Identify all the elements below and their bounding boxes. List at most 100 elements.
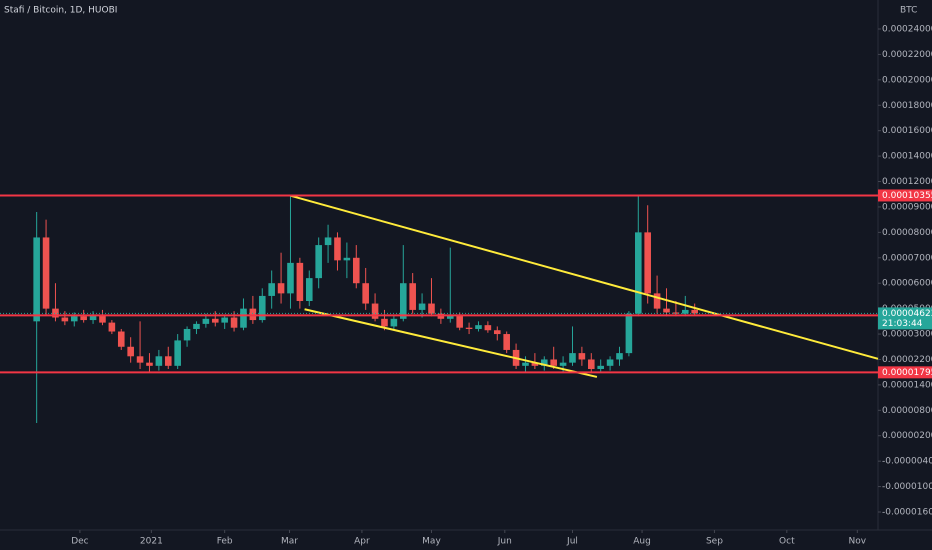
- candle-body: [89, 314, 97, 321]
- candle-body: [625, 313, 633, 354]
- x-tick-label: Feb: [217, 537, 233, 547]
- candle-body: [371, 303, 379, 319]
- candle-body: [164, 356, 172, 366]
- candle-body: [277, 283, 285, 294]
- candle-body: [475, 325, 482, 329]
- candle-body: [221, 317, 228, 323]
- y-tick-label: 0.00008000: [882, 228, 932, 238]
- candle-body: [211, 318, 219, 323]
- candle-body: [136, 356, 144, 363]
- candle-body: [362, 283, 369, 304]
- candle-body: [240, 308, 247, 328]
- y-tick-label: 0.00022000: [882, 50, 932, 60]
- candle-body: [70, 316, 78, 322]
- x-tick-label: Apr: [354, 537, 370, 547]
- candle-body: [99, 314, 106, 323]
- candle-body: [155, 356, 163, 366]
- candle-body: [334, 237, 341, 261]
- currency: BTC: [900, 6, 917, 16]
- candle-body: [606, 359, 614, 366]
- y-tick-label: 0.00000800: [882, 406, 932, 416]
- x-tick-label: 2021: [140, 537, 163, 547]
- candle-body: [409, 283, 416, 310]
- candle-body: [465, 327, 473, 329]
- x-tick-label: Jun: [497, 537, 512, 547]
- y-tick-label: 0.00018000: [882, 101, 932, 111]
- price-label: 0.00001795: [882, 368, 932, 378]
- candle-body: [399, 283, 407, 319]
- price-label-box: [878, 189, 932, 202]
- x-tick-label: Dec: [71, 537, 88, 547]
- candle-body: [287, 262, 294, 294]
- x-tick-label: Mar: [281, 537, 298, 547]
- candle-body: [183, 328, 191, 341]
- candle-body: [146, 362, 153, 366]
- candle-body: [42, 237, 50, 309]
- x-tick-label: Nov: [849, 537, 867, 547]
- candle-body: [578, 353, 586, 360]
- candle-body: [597, 365, 604, 370]
- y-tick-label: 0.00014000: [882, 152, 932, 162]
- y-tick-label: 0.00007000: [882, 253, 932, 263]
- y-tick-label: 0.00002200: [882, 355, 932, 365]
- y-tick-label: 0.00016000: [882, 126, 932, 136]
- candle-body: [230, 317, 238, 328]
- y-tick-label: 0.00012000: [882, 177, 932, 187]
- chart-title: Stafi / Bitcoin, 1D, HUOBI: [4, 6, 117, 16]
- price-label: 0.00004623: [882, 309, 932, 319]
- candle-body: [569, 353, 576, 363]
- candle-body: [127, 346, 134, 357]
- trendline: [304, 308, 598, 378]
- candle-body: [503, 334, 510, 350]
- price-label-box: [878, 366, 932, 379]
- candle-body: [634, 232, 642, 314]
- candle-body: [343, 257, 351, 261]
- candle-body: [456, 314, 463, 328]
- x-tick-label: Aug: [633, 537, 651, 547]
- x-tick-label: May: [422, 537, 441, 547]
- candle-body: [52, 308, 59, 318]
- candle-body: [682, 309, 689, 314]
- candle-body: [381, 318, 388, 327]
- candle-body: [174, 340, 181, 366]
- candle-body: [522, 362, 529, 366]
- candle-body: [193, 323, 200, 329]
- candle-body: [663, 308, 670, 313]
- candle-body: [493, 330, 501, 335]
- candle-body: [418, 303, 426, 310]
- candle-body: [352, 257, 360, 284]
- candle-body: [268, 283, 275, 296]
- candle-body: [540, 359, 548, 366]
- candle-body: [33, 237, 40, 322]
- y-tick-label: -0.00001600: [882, 508, 932, 518]
- candle-body: [296, 262, 304, 302]
- candle-body: [428, 303, 435, 314]
- y-tick-label: 0.00009000: [882, 202, 932, 212]
- candle-body: [616, 353, 623, 360]
- y-tick-label: 0.00024000: [882, 25, 932, 35]
- candle-body: [108, 322, 116, 332]
- trendline: [289, 194, 879, 360]
- candle-body: [80, 316, 87, 321]
- x-tick-label: Sep: [706, 537, 723, 547]
- y-tick-label: 0.00001400: [882, 380, 932, 390]
- x-tick-label: Oct: [779, 537, 795, 547]
- candle-body: [691, 309, 698, 314]
- y-tick-label: -0.00001000: [882, 482, 932, 492]
- candle-body: [390, 318, 398, 327]
- candle-body: [644, 232, 651, 294]
- y-tick-label: 0.00003000: [882, 330, 932, 340]
- countdown: 21:03:44: [882, 319, 923, 329]
- candle-body: [484, 325, 492, 331]
- candle-body: [117, 331, 125, 347]
- candle-body: [305, 278, 313, 302]
- candle-body: [446, 314, 454, 319]
- price-label-box: [878, 307, 932, 330]
- candle-body: [559, 362, 567, 366]
- candle-body: [550, 359, 557, 366]
- candle-body: [202, 318, 210, 324]
- y-tick-label: 0.00020000: [882, 75, 932, 85]
- y-tick-label: 0.00000200: [882, 431, 932, 441]
